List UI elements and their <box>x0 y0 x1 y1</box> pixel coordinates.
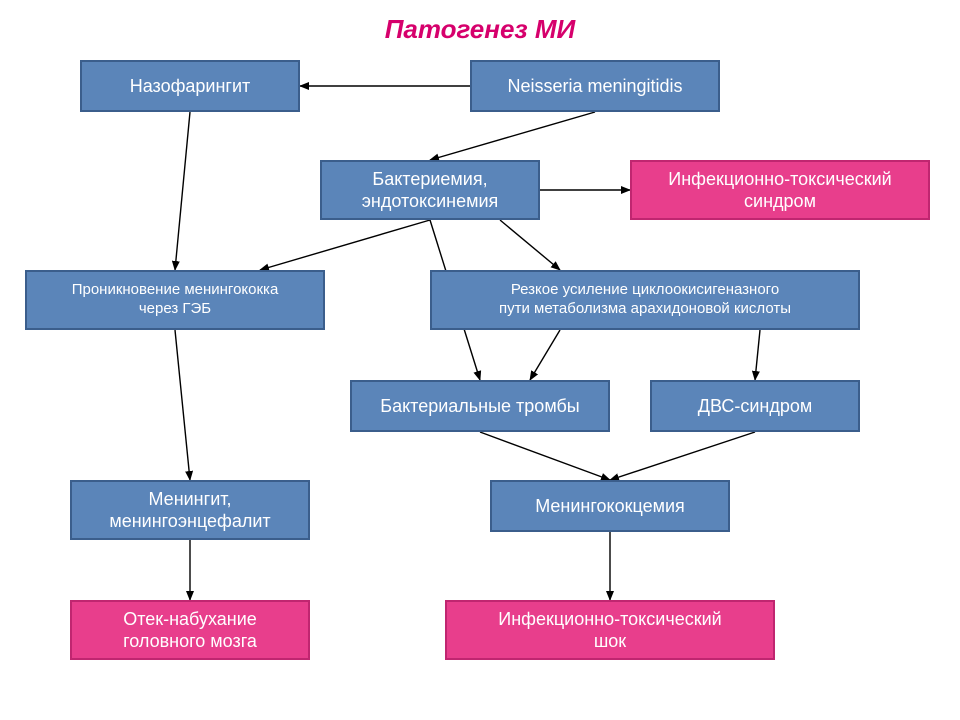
diagram-title: Патогенез МИ <box>0 14 960 45</box>
edge-neis-bakter <box>430 112 595 160</box>
node-dvs: ДВС-синдром <box>650 380 860 432</box>
node-arach: Резкое усиление циклоокисигеназного пути… <box>430 270 860 330</box>
node-tromb: Бактериальные тромбы <box>350 380 610 432</box>
node-its: Инфекционно-токсический синдром <box>630 160 930 220</box>
node-mening: Менингит, менингоэнцефалит <box>70 480 310 540</box>
edge-dvs-mencoc <box>610 432 755 480</box>
node-mencoc: Менингококцемия <box>490 480 730 532</box>
node-shock: Инфекционно-токсический шок <box>445 600 775 660</box>
edge-arach-tromb <box>530 330 560 380</box>
edge-bakter-geb <box>260 220 430 270</box>
edge-nazo-geb <box>175 112 190 270</box>
edge-tromb-mencoc <box>480 432 610 480</box>
edge-arach-dvs <box>755 330 760 380</box>
node-neis: Neisseria meningitidis <box>470 60 720 112</box>
node-nazo: Назофарингит <box>80 60 300 112</box>
node-otek: Отек-набухание головного мозга <box>70 600 310 660</box>
edge-bakter-arach <box>500 220 560 270</box>
node-bakter: Бактериемия, эндотоксинемия <box>320 160 540 220</box>
edge-geb-mening <box>175 330 190 480</box>
node-geb: Проникновение менингококка через ГЭБ <box>25 270 325 330</box>
